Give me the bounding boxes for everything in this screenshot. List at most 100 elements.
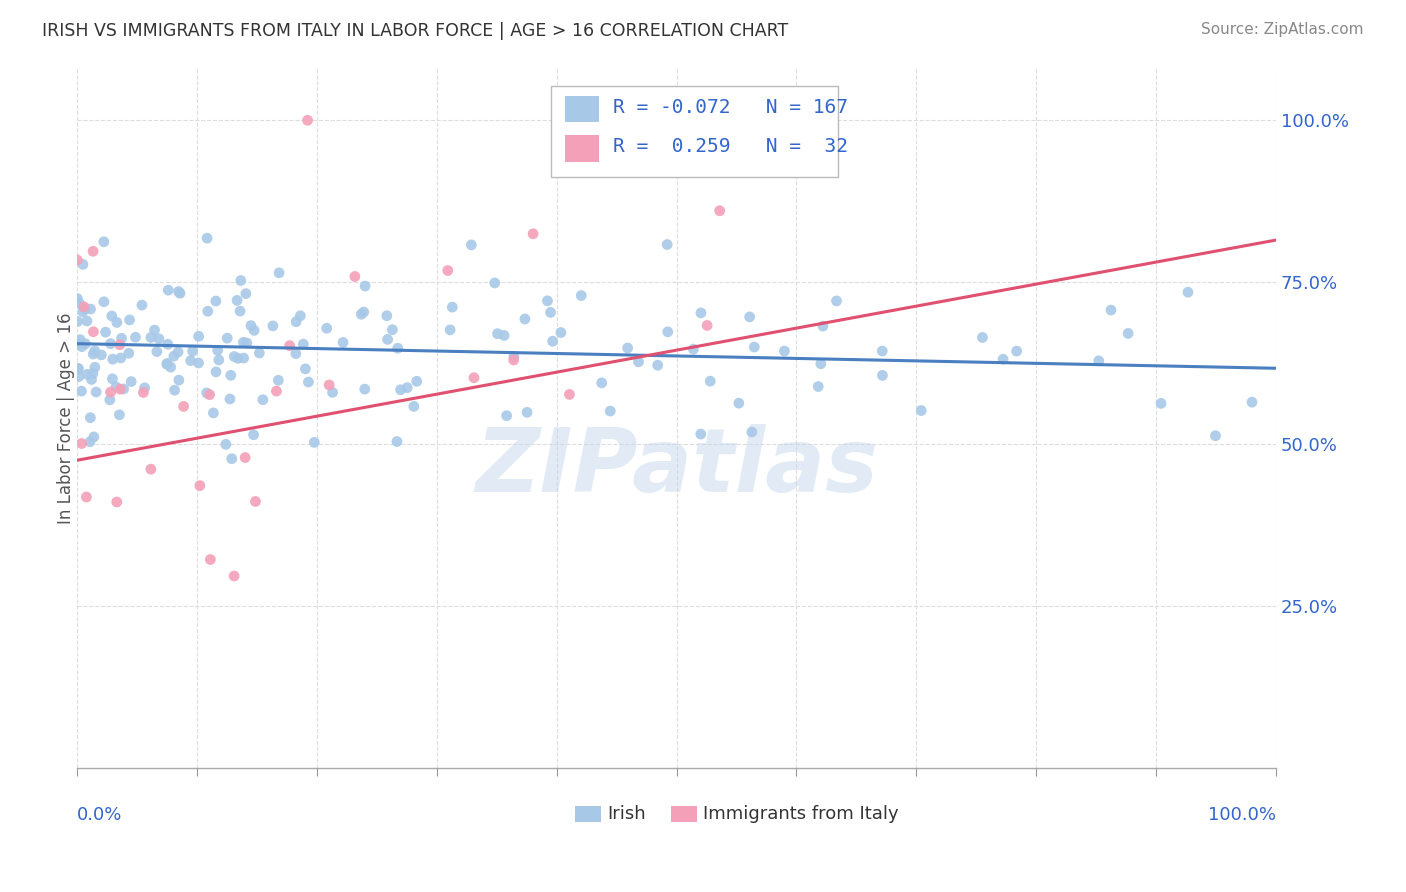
Point bbox=[143, 323, 166, 337]
Point bbox=[134, 381, 156, 395]
Point bbox=[810, 357, 832, 371]
Point bbox=[67, 361, 90, 376]
Point bbox=[696, 318, 718, 333]
Text: 0.0%: 0.0% bbox=[77, 806, 122, 824]
Point bbox=[195, 231, 218, 245]
Text: Immigrants from Italy: Immigrants from Italy bbox=[703, 805, 898, 822]
Point bbox=[807, 379, 830, 393]
Point bbox=[332, 335, 354, 350]
Point bbox=[66, 292, 89, 306]
Point bbox=[773, 344, 796, 359]
Point bbox=[208, 353, 231, 368]
Point bbox=[315, 321, 337, 335]
Point bbox=[872, 344, 894, 359]
Point bbox=[66, 361, 89, 376]
Point bbox=[110, 351, 132, 365]
Point bbox=[69, 333, 91, 347]
Point bbox=[236, 335, 259, 350]
Point bbox=[156, 337, 179, 351]
Point bbox=[825, 293, 848, 308]
Point bbox=[229, 304, 252, 318]
Point bbox=[226, 293, 249, 308]
Point bbox=[811, 319, 834, 334]
Point bbox=[200, 552, 222, 566]
Point bbox=[101, 352, 124, 367]
Point bbox=[219, 368, 242, 383]
Point bbox=[67, 369, 90, 384]
Point bbox=[75, 336, 97, 351]
FancyBboxPatch shape bbox=[671, 806, 697, 822]
Point bbox=[139, 462, 162, 476]
Point bbox=[79, 410, 101, 425]
FancyBboxPatch shape bbox=[565, 95, 599, 122]
Point bbox=[381, 323, 404, 337]
Point bbox=[205, 365, 228, 379]
Point bbox=[1087, 354, 1109, 368]
Point bbox=[207, 343, 229, 358]
Point bbox=[486, 326, 509, 341]
Point bbox=[727, 396, 749, 410]
Point bbox=[73, 302, 96, 317]
Point bbox=[181, 344, 204, 359]
Point bbox=[94, 325, 117, 339]
Point bbox=[82, 367, 104, 381]
Point bbox=[197, 304, 219, 318]
Point bbox=[79, 301, 101, 316]
Point bbox=[72, 257, 94, 271]
Point bbox=[1099, 303, 1122, 318]
Point bbox=[690, 306, 713, 320]
Point bbox=[195, 385, 218, 400]
Point bbox=[79, 434, 101, 449]
Point bbox=[294, 362, 316, 376]
Point bbox=[616, 341, 638, 355]
Point bbox=[292, 337, 315, 351]
Point bbox=[558, 387, 581, 401]
Point bbox=[232, 351, 254, 365]
Point bbox=[67, 337, 90, 351]
Point bbox=[198, 387, 221, 401]
Point bbox=[463, 370, 485, 384]
Point bbox=[110, 331, 132, 345]
FancyBboxPatch shape bbox=[565, 135, 599, 161]
Point bbox=[187, 356, 209, 370]
Point bbox=[70, 436, 93, 450]
Text: Irish: Irish bbox=[607, 805, 645, 822]
Point bbox=[252, 392, 274, 407]
Point bbox=[173, 400, 195, 414]
Point bbox=[441, 300, 464, 314]
Point bbox=[247, 346, 270, 360]
Point bbox=[1240, 395, 1263, 409]
Point bbox=[224, 350, 246, 364]
Point bbox=[267, 266, 290, 280]
Point bbox=[90, 348, 112, 362]
Point bbox=[202, 406, 225, 420]
Point bbox=[439, 323, 461, 337]
Point bbox=[297, 375, 319, 389]
Point bbox=[112, 382, 135, 396]
Point bbox=[1177, 285, 1199, 300]
Point bbox=[460, 238, 482, 252]
Point bbox=[235, 286, 257, 301]
Point bbox=[108, 382, 131, 396]
Point bbox=[350, 307, 373, 321]
Text: Source: ZipAtlas.com: Source: ZipAtlas.com bbox=[1201, 22, 1364, 37]
Point bbox=[353, 305, 375, 319]
Point bbox=[70, 340, 93, 354]
Point bbox=[120, 375, 142, 389]
Point bbox=[131, 298, 153, 312]
Point bbox=[229, 273, 252, 287]
Point bbox=[215, 437, 238, 451]
Text: R =  0.259   N =  32: R = 0.259 N = 32 bbox=[613, 137, 848, 156]
Point bbox=[354, 279, 377, 293]
Point bbox=[167, 285, 190, 299]
Point bbox=[205, 293, 228, 308]
Point bbox=[536, 293, 558, 308]
FancyBboxPatch shape bbox=[551, 86, 838, 177]
Point bbox=[108, 338, 131, 352]
Point bbox=[385, 434, 408, 449]
Point bbox=[233, 450, 256, 465]
Point bbox=[709, 203, 731, 218]
Point bbox=[689, 427, 711, 442]
Point bbox=[541, 334, 564, 349]
Point bbox=[67, 296, 90, 310]
